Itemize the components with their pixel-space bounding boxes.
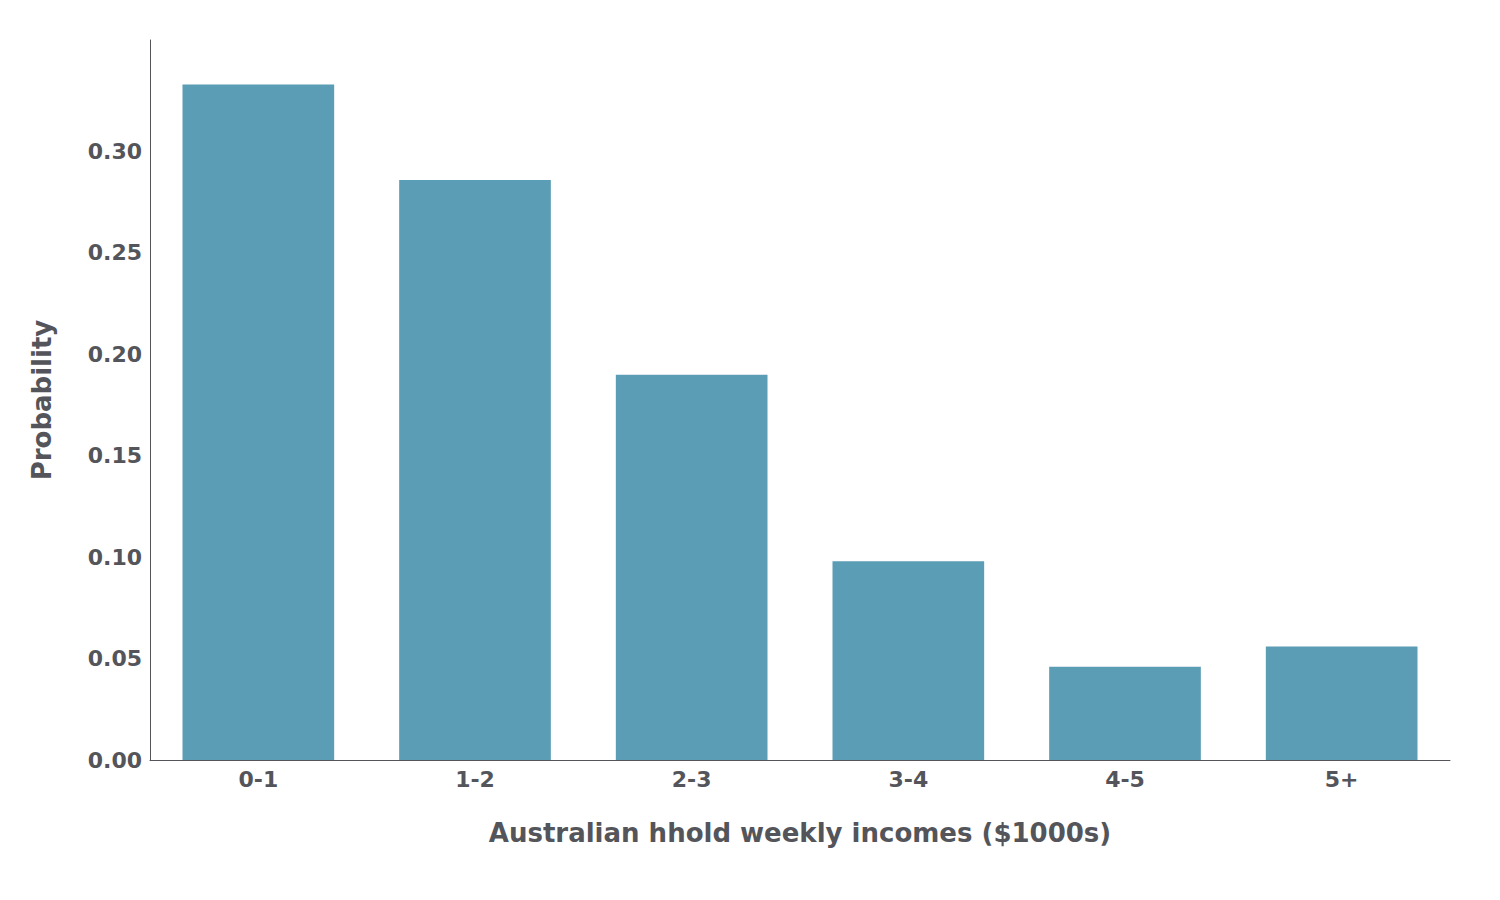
svg-text:0.25: 0.25 — [88, 240, 142, 265]
svg-text:0-1: 0-1 — [238, 767, 278, 792]
svg-text:3-4: 3-4 — [888, 767, 928, 792]
svg-text:1-2: 1-2 — [455, 767, 495, 792]
svg-text:0.10: 0.10 — [88, 545, 142, 570]
svg-text:0.05: 0.05 — [88, 646, 142, 671]
svg-text:0.30: 0.30 — [88, 139, 142, 164]
svg-text:Australian hhold weekly income: Australian hhold weekly incomes ($1000s) — [489, 818, 1111, 848]
svg-text:0.20: 0.20 — [88, 342, 142, 367]
svg-text:2-3: 2-3 — [672, 767, 712, 792]
svg-text:Probability: Probability — [27, 320, 57, 481]
svg-text:4-5: 4-5 — [1105, 767, 1145, 792]
svg-text:5+: 5+ — [1325, 767, 1359, 792]
svg-text:0.15: 0.15 — [88, 443, 142, 468]
svg-text:0.00: 0.00 — [88, 748, 142, 773]
